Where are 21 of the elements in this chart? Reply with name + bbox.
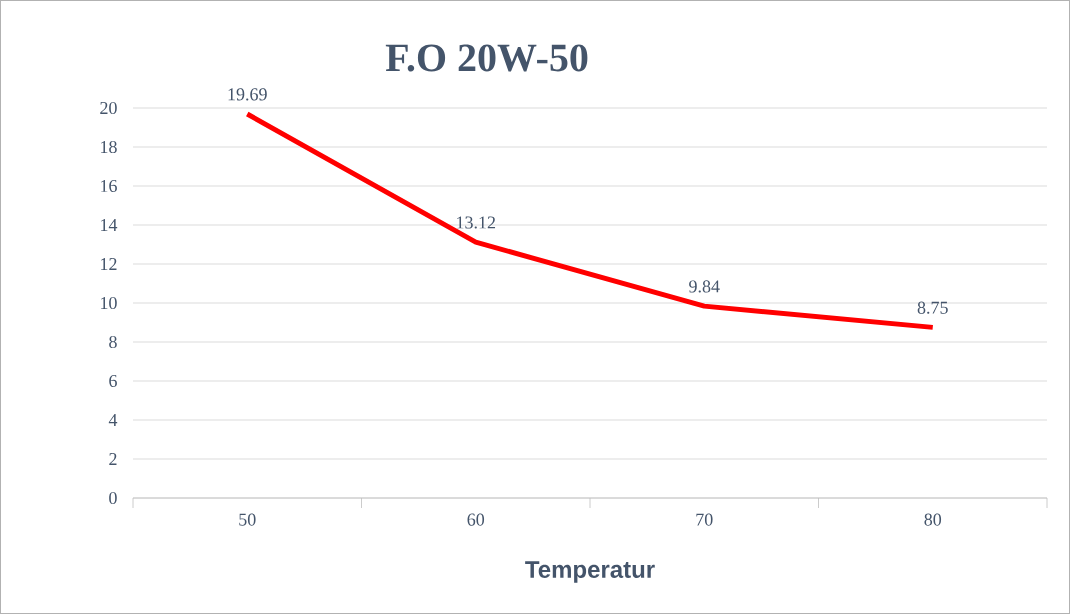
y-tick-label: 14 — [101, 219, 118, 231]
y-tick-label: 12 — [101, 258, 117, 270]
y-tick-label: 0 — [109, 491, 117, 505]
data-label: 13.12 — [457, 216, 496, 229]
y-tick-label: 10 — [101, 296, 117, 310]
y-tick-label: 6 — [109, 374, 117, 388]
x-tick-label: 60 — [467, 513, 485, 526]
x-axis-title: Temperatur — [525, 561, 655, 583]
data-label: 9.84 — [689, 280, 720, 293]
data-label: 8.75 — [917, 301, 948, 314]
x-tick-label: 80 — [924, 513, 942, 526]
x-tick-label: 70 — [696, 513, 713, 526]
y-tick-label: 8 — [109, 335, 117, 349]
y-tick-label: 16 — [101, 179, 117, 193]
y-tick-label: 4 — [108, 414, 118, 426]
data-label: 19.69 — [228, 88, 267, 101]
y-tick-label: 2 — [109, 453, 117, 465]
y-tick-label: 18 — [101, 140, 117, 154]
chart-title: F.O 20W-50 — [385, 44, 588, 72]
y-tick-label: 20 — [100, 101, 117, 115]
x-tick-label: 50 — [239, 513, 256, 526]
